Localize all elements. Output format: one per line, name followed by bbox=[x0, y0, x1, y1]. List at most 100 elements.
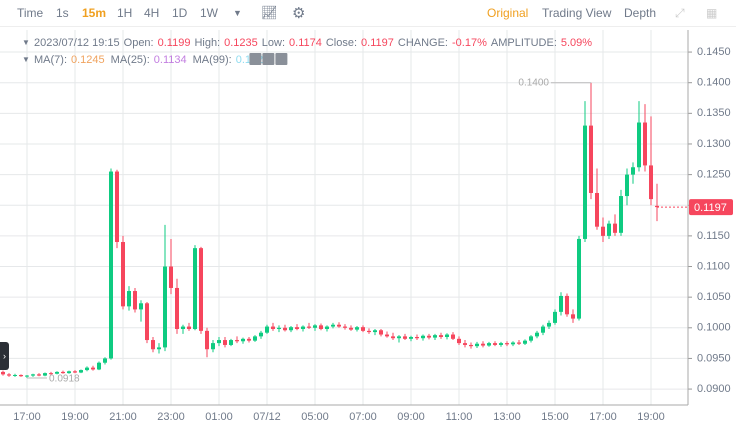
x-tick-label: 23:00 bbox=[157, 411, 185, 423]
candle-body bbox=[157, 347, 161, 350]
candle-body bbox=[577, 238, 581, 319]
candle-body bbox=[487, 343, 491, 346]
candle-body bbox=[637, 122, 641, 168]
y-tick-label: 0.1150 bbox=[697, 230, 730, 242]
candle-body bbox=[19, 374, 23, 377]
settings-icon bbox=[262, 53, 275, 65]
candle-body bbox=[433, 335, 437, 338]
candle-body bbox=[79, 370, 83, 373]
candle-body bbox=[535, 332, 539, 337]
x-tick-label: 13:00 bbox=[493, 411, 521, 423]
candle-body bbox=[223, 340, 227, 345]
candle-body bbox=[475, 343, 479, 347]
candle-body bbox=[505, 343, 509, 345]
dropdown[interactable]: ▼ bbox=[233, 8, 242, 18]
x-tick-label: 19:00 bbox=[637, 411, 665, 423]
interval[interactable]: 4H bbox=[144, 6, 160, 20]
interval[interactable]: 1D bbox=[172, 6, 188, 20]
side-toggle[interactable]: › bbox=[0, 342, 9, 370]
candle-body bbox=[295, 327, 299, 330]
candle-body bbox=[217, 340, 221, 344]
interval[interactable]: 1s bbox=[56, 6, 69, 20]
y-tick-label: 0.1000 bbox=[697, 322, 731, 334]
legend-label: High: bbox=[194, 37, 220, 49]
x-tick-label: 21:00 bbox=[109, 411, 137, 423]
candle-body bbox=[55, 371, 59, 374]
legend-value: -0.17% bbox=[452, 37, 487, 49]
candle-body bbox=[283, 327, 287, 331]
x-tick-label: 17:00 bbox=[589, 411, 617, 423]
candle-body bbox=[37, 374, 41, 376]
candle-body bbox=[349, 327, 353, 330]
candle-body bbox=[175, 287, 179, 330]
candle-body bbox=[247, 338, 251, 341]
view[interactable]: Depth bbox=[624, 6, 657, 20]
x-tick-label: 15:00 bbox=[541, 411, 569, 423]
candle-body bbox=[595, 192, 599, 227]
candle-body bbox=[529, 336, 533, 341]
candle-body bbox=[181, 326, 185, 330]
candle-body bbox=[253, 336, 257, 341]
candle-body bbox=[391, 336, 395, 339]
candle-body bbox=[229, 340, 233, 345]
legend-value: 0.1235 bbox=[224, 37, 258, 49]
candle-body bbox=[619, 196, 623, 233]
candle-body bbox=[307, 326, 311, 328]
candle-body bbox=[511, 342, 515, 345]
close-icon bbox=[275, 53, 288, 65]
grid-icon[interactable]: ▦ bbox=[706, 6, 718, 20]
candle-body bbox=[331, 324, 335, 327]
indicator-icon[interactable]: 📈︎ bbox=[261, 5, 278, 20]
candle-body bbox=[7, 374, 11, 376]
candle-body bbox=[601, 226, 605, 236]
settings-icon[interactable]: ⚙ bbox=[292, 5, 306, 22]
candle-body bbox=[337, 324, 341, 327]
candle-body bbox=[445, 334, 449, 337]
candle-body bbox=[211, 343, 215, 350]
candle-body bbox=[319, 325, 323, 330]
interval[interactable]: Time bbox=[17, 6, 44, 20]
fullscreen-icon[interactable]: ⤢ bbox=[675, 6, 685, 20]
candle-body bbox=[493, 343, 497, 345]
interval[interactable]: 1H bbox=[117, 6, 133, 20]
candle-body bbox=[67, 371, 71, 374]
candle-body bbox=[97, 362, 101, 370]
candle-body bbox=[91, 367, 95, 370]
y-tick-label: 0.0950 bbox=[697, 352, 731, 364]
candle-body bbox=[265, 326, 269, 333]
interval[interactable]: 1W bbox=[200, 6, 218, 20]
y-tick-label: 0.1300 bbox=[697, 138, 731, 150]
legend-value: 5.09% bbox=[561, 37, 592, 49]
candle-body bbox=[13, 374, 17, 376]
candle-body bbox=[397, 336, 401, 339]
candle-body bbox=[361, 327, 365, 331]
x-tick-label: 07:00 bbox=[349, 411, 377, 423]
candle-body bbox=[199, 248, 203, 331]
ma-value: 0.1134 bbox=[154, 54, 187, 66]
candle-body bbox=[121, 242, 125, 307]
candle-body bbox=[313, 325, 317, 328]
view[interactable]: Trading View bbox=[542, 6, 612, 20]
candle-body bbox=[613, 223, 617, 233]
interval[interactable]: 15m bbox=[82, 6, 107, 20]
y-tick-label: 0.1050 bbox=[697, 291, 731, 303]
x-tick-label: 01:00 bbox=[205, 411, 233, 423]
candle-body bbox=[49, 373, 53, 375]
candle-body bbox=[145, 303, 149, 341]
candle-body bbox=[163, 266, 167, 348]
y-tick-label: 0.1350 bbox=[697, 107, 731, 119]
candle-body bbox=[325, 326, 329, 330]
legend-value: 0.1174 bbox=[289, 37, 322, 49]
candle-body bbox=[463, 343, 467, 345]
candle-body bbox=[403, 336, 407, 339]
legend-label: Close: bbox=[326, 37, 357, 49]
view[interactable]: Original bbox=[487, 6, 529, 20]
candle-body bbox=[607, 223, 611, 236]
candle-body bbox=[565, 295, 569, 315]
candle-body bbox=[547, 322, 551, 327]
candle-body bbox=[43, 373, 47, 376]
candle-body bbox=[367, 330, 371, 333]
candle-body bbox=[409, 336, 413, 339]
